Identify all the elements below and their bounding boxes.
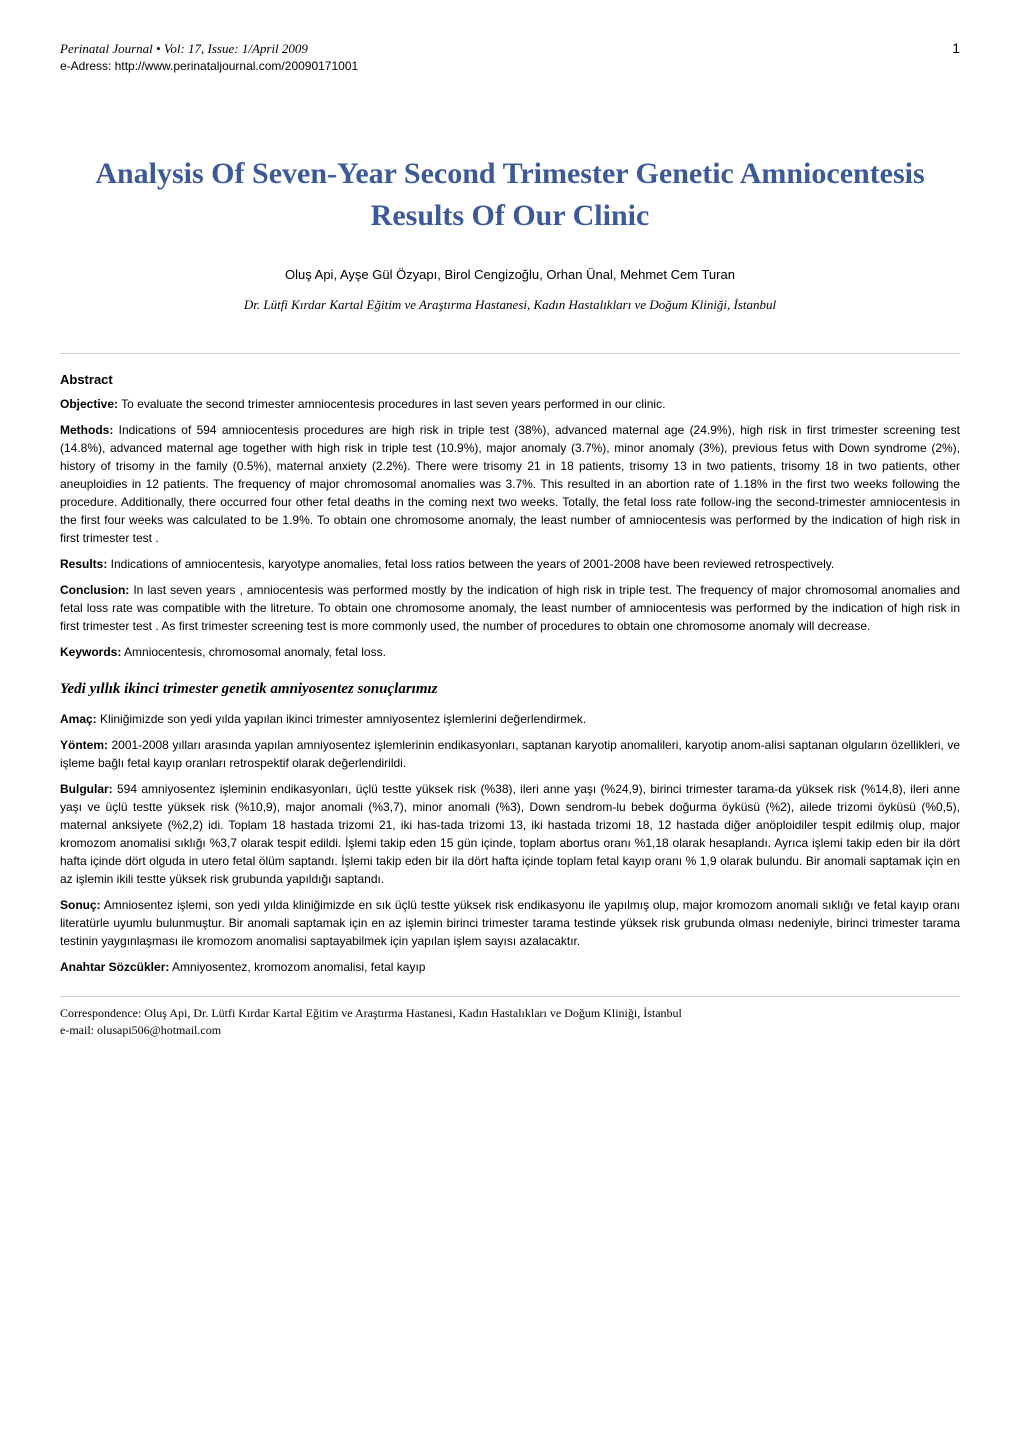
methods-label: Methods: <box>60 423 113 437</box>
amac-label: Amaç: <box>60 712 97 726</box>
turkish-bulgular: Bulgular: 594 amniyosentez işleminin end… <box>60 780 960 888</box>
abstract-methods: Methods: Indications of 594 amniocentesi… <box>60 421 960 547</box>
page-number: 1 <box>952 40 960 56</box>
abstract-heading: Abstract <box>60 372 960 387</box>
methods-text: Indications of 594 amniocentesis procedu… <box>60 423 960 545</box>
sonuc-label: Sonuç: <box>60 898 101 912</box>
authors-list: Oluş Api, Ayşe Gül Özyapı, Birol Cengizo… <box>60 267 960 282</box>
header-row: Perinatal Journal • Vol: 17, Issue: 1/Ap… <box>60 40 960 57</box>
anahtar-label: Anahtar Sözcükler: <box>60 960 169 974</box>
journal-info: Perinatal Journal • Vol: 17, Issue: 1/Ap… <box>60 41 308 57</box>
amac-text: Kliniğimizde son yedi yılda yapılan ikin… <box>97 712 587 726</box>
yontem-label: Yöntem: <box>60 738 108 752</box>
abstract-conclusion: Conclusion: In last seven years , amnioc… <box>60 581 960 635</box>
affiliation: Dr. Lütfi Kırdar Kartal Eğitim ve Araştı… <box>60 297 960 313</box>
e-address: e-Adress: http://www.perinataljournal.co… <box>60 59 960 73</box>
divider-footer <box>60 996 960 997</box>
yontem-text: 2001-2008 yılları arasında yapılan amniy… <box>60 738 960 770</box>
anahtar-text: Amniyosentez, kromozom anomalisi, fetal … <box>169 960 425 974</box>
conclusion-text: In last seven years , amniocentesis was … <box>60 583 960 633</box>
turkish-anahtar: Anahtar Sözcükler: Amniyosentez, kromozo… <box>60 958 960 976</box>
abstract-objective: Objective: To evaluate the second trimes… <box>60 395 960 413</box>
objective-label: Objective: <box>60 397 118 411</box>
divider-top <box>60 353 960 354</box>
correspondence-line2: e-mail: olusapi506@hotmail.com <box>60 1022 960 1039</box>
turkish-abstract-body: Amaç: Kliniğimizde son yedi yılda yapıla… <box>60 710 960 976</box>
abstract-results: Results: Indications of amniocentesis, k… <box>60 555 960 573</box>
keywords-label: Keywords: <box>60 645 121 659</box>
conclusion-label: Conclusion: <box>60 583 129 597</box>
turkish-amac: Amaç: Kliniğimizde son yedi yılda yapıla… <box>60 710 960 728</box>
results-text: Indications of amniocentesis, karyotype … <box>107 557 834 571</box>
results-label: Results: <box>60 557 107 571</box>
article-title: Analysis Of Seven-Year Second Trimester … <box>60 153 960 237</box>
bulgular-label: Bulgular: <box>60 782 113 796</box>
turkish-sonuc: Sonuç: Amniosentez işlemi, son yedi yıld… <box>60 896 960 950</box>
sonuc-text: Amniosentez işlemi, son yedi yılda klini… <box>60 898 960 948</box>
keywords-text: Amniocentesis, chromosomal anomaly, feta… <box>121 645 386 659</box>
abstract-body: Objective: To evaluate the second trimes… <box>60 395 960 661</box>
turkish-yontem: Yöntem: 2001-2008 yılları arasında yapıl… <box>60 736 960 772</box>
correspondence-line1: Correspondence: Oluş Api, Dr. Lütfi Kırd… <box>60 1005 960 1022</box>
bulgular-text: 594 amniyosentez işleminin endikasyonlar… <box>60 782 960 886</box>
correspondence: Correspondence: Oluş Api, Dr. Lütfi Kırd… <box>60 1005 960 1039</box>
turkish-title: Yedi yıllık ikinci trimester genetik amn… <box>60 681 960 698</box>
objective-text: To evaluate the second trimester amnioce… <box>118 397 665 411</box>
abstract-keywords: Keywords: Amniocentesis, chromosomal ano… <box>60 643 960 661</box>
